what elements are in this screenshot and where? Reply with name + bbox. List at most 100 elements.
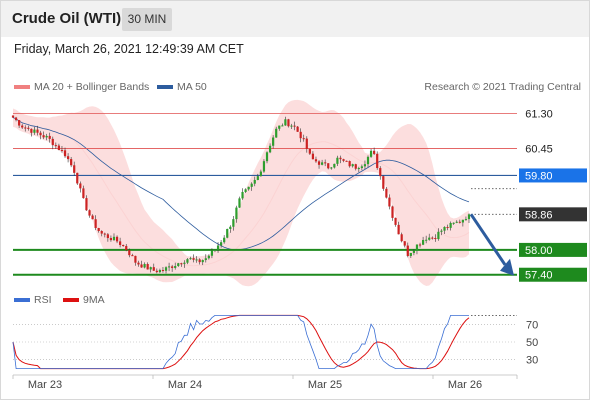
candle-body [259,171,262,177]
candle-body [210,250,214,256]
rsi-line [12,315,469,369]
candle-body [18,120,21,126]
ma50-tag [519,168,587,183]
rsi-legend: RSI 9MA [14,294,105,306]
candle-body [302,138,305,140]
candle-body [385,188,388,198]
candle-body [308,148,311,154]
candle-body [281,125,284,127]
candle-body [213,249,217,251]
candle-body [125,246,128,251]
candle-body [183,262,186,264]
candle-body [24,127,27,129]
resistance-label: 61.30 [525,108,553,120]
candle-body [137,262,140,265]
candle-body [174,265,177,268]
ma50-level-label: 59.80 [525,170,553,182]
candle-body [100,230,103,234]
candle-body [238,198,241,208]
candle-body [345,160,348,162]
candle-body [103,233,106,235]
candle-body [268,145,272,153]
candle-body [82,188,85,199]
candle-body [305,138,308,149]
resistance-label: 60.45 [525,144,553,156]
candle-body [66,156,70,160]
candle-body [275,128,278,138]
candle-body [388,197,391,207]
candle-body [324,162,327,164]
candle-body [357,168,360,170]
legend-label-rsi: RSI [34,294,52,306]
candle-body [161,269,165,271]
support-label: 57.40 [525,270,553,282]
candle-body [11,115,15,118]
candle-body [94,219,97,229]
candle-body [48,135,51,139]
candle-body [91,215,94,220]
candle-body [109,238,113,241]
candle-body [198,259,201,263]
candle-body [360,166,363,169]
candle-body [403,241,406,246]
candle-body [112,236,116,241]
candle-body [220,242,223,246]
candle-body [296,126,299,132]
candle-body [27,127,30,129]
candle-body [440,230,443,232]
support-label: 58.00 [525,245,553,257]
candle-body [354,164,357,169]
candle-body [146,264,149,270]
x-axis: Mar 23 Mar 24 Mar 25 Mar 26 [12,374,518,391]
candle-body [45,135,48,138]
candle-body [342,159,345,161]
candle-body [155,270,158,273]
candle-body [14,117,18,121]
candle-body [85,198,88,211]
candle-body [204,258,207,261]
candle-body [400,234,403,242]
level-labels: 61.30 60.45 59.80 58.86 58.00 57.40 [519,108,587,282]
legend-label-ma20: MA 20 + Bollinger Bands [34,81,149,93]
candle-body [140,264,143,268]
candle-body [241,191,244,199]
candle-body [253,179,256,184]
candle-body [223,237,226,243]
candle-body [201,260,204,263]
candle-body [186,259,189,263]
candle-body [391,206,394,218]
candle-body [339,157,342,160]
candle-body [244,189,247,192]
candle-body [262,161,266,172]
candle-body [189,258,192,260]
candle-body [290,125,293,127]
candle-body [406,245,409,256]
candle-body [131,255,134,257]
candle-body [415,244,419,251]
candle-body [382,176,385,189]
bollinger-band [13,99,469,287]
candle-body [122,244,125,247]
candle-body [299,131,302,139]
rsi-tick-label: 70 [526,319,538,331]
candle-body [348,161,351,167]
ma20-line [12,117,470,267]
interval-button[interactable]: 30 MIN [122,8,172,31]
candle-body [321,162,324,165]
candle-body [452,222,455,224]
candle-body [449,222,452,228]
candle-body [421,240,425,245]
candle-body [158,269,161,273]
candle-body [128,250,131,256]
candle-body [366,156,370,165]
candle-body [443,226,446,231]
legend-swatch-rsi [14,298,30,302]
candle-body [379,168,382,177]
candle-body [418,244,422,246]
candle-body [330,167,333,169]
candle-body [376,153,379,169]
candle-body [394,217,397,225]
candle-body [57,145,61,150]
candle-body [54,145,57,147]
